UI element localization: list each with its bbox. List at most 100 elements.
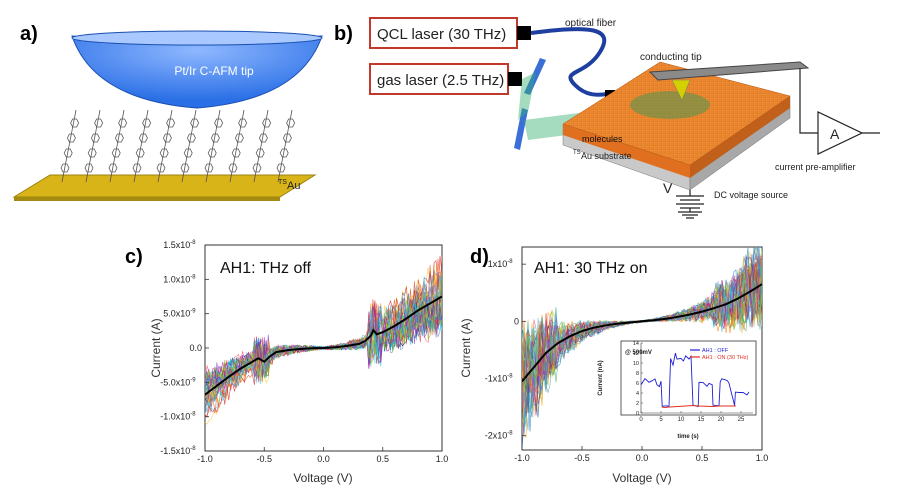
panel-a-label: a) [20, 23, 38, 45]
dc-source-label: DC voltage source [714, 190, 788, 200]
molecules-label: molecules [582, 134, 623, 144]
substrate-label: Au [287, 180, 300, 192]
y-tick-label: -5.0x10-9 [160, 377, 196, 387]
plot-c-xlabel: Voltage (V) [293, 471, 352, 485]
y-tick-label: 0.0 [189, 343, 202, 353]
inset-y-tick-label: 6 [636, 381, 639, 387]
inset-y-tick-label: 8 [636, 371, 639, 377]
trace [205, 276, 442, 415]
plot-c-ylabel: Current (A) [149, 318, 163, 377]
ammeter-label: A [830, 126, 840, 142]
average-line [205, 295, 442, 396]
x-tick-label: -0.5 [574, 453, 590, 463]
x-tick-label: 1.0 [756, 453, 769, 463]
inset-x-tick-label: 5 [659, 417, 663, 423]
voltage-symbol: V [663, 180, 673, 196]
panel-b: b) QCL laser (30 THz) gas laser (2.5 THz… [334, 17, 880, 219]
inset-ylabel: Current (nA) [598, 360, 604, 395]
panel-c-label: c) [125, 246, 143, 268]
x-tick-label: -0.5 [256, 454, 272, 464]
panel-b-label: b) [334, 23, 353, 45]
inset-y-tick-label: 12 [633, 351, 639, 357]
preamp-label: current pre-amplifier [775, 162, 856, 172]
inset-x-tick-label: 20 [718, 417, 725, 423]
inset-series-on [661, 405, 736, 408]
panel-c: c) -1.0 -0.5 0.0 0.5 1.0 -1.5x10-8 -1.0x10-8 -5… [125, 240, 448, 485]
beam-1 [518, 72, 536, 120]
x-tick-label: 0.5 [376, 454, 389, 464]
afm-tip-top [71, 30, 323, 46]
x-tick-label: -1.0 [514, 453, 530, 463]
plot-d-average-curve [522, 283, 762, 383]
molecule-surface [562, 61, 791, 166]
preamp-symbol [817, 111, 864, 155]
inset-x-tick-label: 10 [678, 417, 685, 423]
y-tick-label: 1x10-8 [488, 259, 514, 269]
molecule-monolayer [60, 109, 296, 183]
plot-d-title: AH1: 30 THz on [534, 260, 648, 277]
y-tick-label: 0 [514, 316, 519, 326]
plot-c-title: AH1: THz off [220, 260, 312, 277]
plot-d-xlabel: Voltage (V) [612, 471, 671, 485]
gas-laser-label: gas laser (2.5 THz) [377, 72, 504, 89]
qcl-laser-label: QCL laser (30 THz) [377, 26, 506, 43]
mirror-2 [514, 108, 528, 150]
inset-xlabel: time (s) [677, 434, 698, 440]
inset-plot: 0 5 10 15 20 25 0 2 4 6 8 10 12 14 [633, 341, 753, 423]
conducting-tip-label: conducting tip [640, 52, 702, 63]
panel-d-label: d) [470, 246, 489, 268]
substrate-label-sup-b: TS [573, 150, 581, 156]
substrate-label-sup: TS [278, 179, 287, 186]
molecule-layer-side [690, 96, 790, 178]
inset-y-tick-label: 10 [633, 361, 639, 367]
qcl-laser-box [369, 17, 518, 49]
inset-y-tick-label: 0 [636, 411, 639, 417]
mirror-1 [524, 58, 546, 95]
inset-series-off [640, 352, 750, 408]
inset-legend-on: AH1 : ON (30 THz) [702, 355, 749, 361]
y-tick-label: -1x10-8 [485, 374, 514, 384]
conducting-tip [671, 79, 691, 101]
inset-y-tick-label: 2 [636, 401, 639, 407]
y-tick-label: 1.5x10-8 [163, 240, 196, 250]
x-tick-label: 1.0 [436, 454, 449, 464]
qcl-fiber-connector [517, 26, 531, 40]
y-tick-label: -2x10-8 [485, 431, 514, 441]
inset-annotation: @ 500mV [625, 350, 652, 356]
gold-substrate [12, 174, 317, 198]
plot-d-axes: -1.0 -0.5 0.0 0.5 1.0 -2x10-8 -1x10-8 0 1x10-8 [485, 259, 769, 463]
average-line [522, 283, 762, 383]
plot-c-axes: -1.0 -0.5 0.0 0.5 1.0 -1.5x10-8 -1.0x10-8 -5.0x… [160, 240, 448, 464]
gold-substrate-edge [14, 197, 280, 201]
inset-y-tick-label: 4 [636, 391, 639, 397]
y-tick-label: -1.5x10-8 [160, 446, 196, 456]
illumination-spot [630, 91, 710, 119]
panel-d: d) -1.0 -0.5 0.0 0.5 1.0 -2x10-8 -1x10-8 0 1x10-… [459, 246, 769, 485]
inset-x-tick-label: 25 [738, 417, 745, 423]
x-tick-label: 0.0 [636, 453, 649, 463]
x-tick-label: -1.0 [197, 454, 213, 464]
inset-x-tick-label: 15 [698, 417, 705, 423]
inset-x-tick-label: 0 [639, 417, 643, 423]
plot-d-ylabel: Current (A) [459, 318, 473, 377]
gas-laser-output [508, 72, 522, 86]
y-tick-label: -1.0x10-8 [160, 412, 196, 422]
gas-laser-box [369, 63, 509, 95]
cantilever [648, 61, 810, 81]
panel-a: a) TS Au Pt/Ir C-AFM tip [12, 23, 323, 201]
plot-c-average-curve [205, 295, 442, 396]
y-tick-label: 1.0x10-8 [163, 274, 196, 284]
x-tick-label: 0.0 [317, 454, 330, 464]
circuit [676, 68, 880, 219]
x-tick-label: 0.5 [696, 453, 709, 463]
y-tick-label: 5.0x10-9 [163, 309, 196, 319]
molecule-layer-front [563, 124, 690, 178]
tip-label: Pt/Ir C-AFM tip [174, 64, 254, 78]
optical-fiber-label: optical fiber [565, 18, 617, 29]
optical-fiber [530, 27, 613, 97]
substrate-label-b: Au substrate [581, 151, 632, 161]
inset-y-tick-label: 14 [633, 341, 639, 347]
